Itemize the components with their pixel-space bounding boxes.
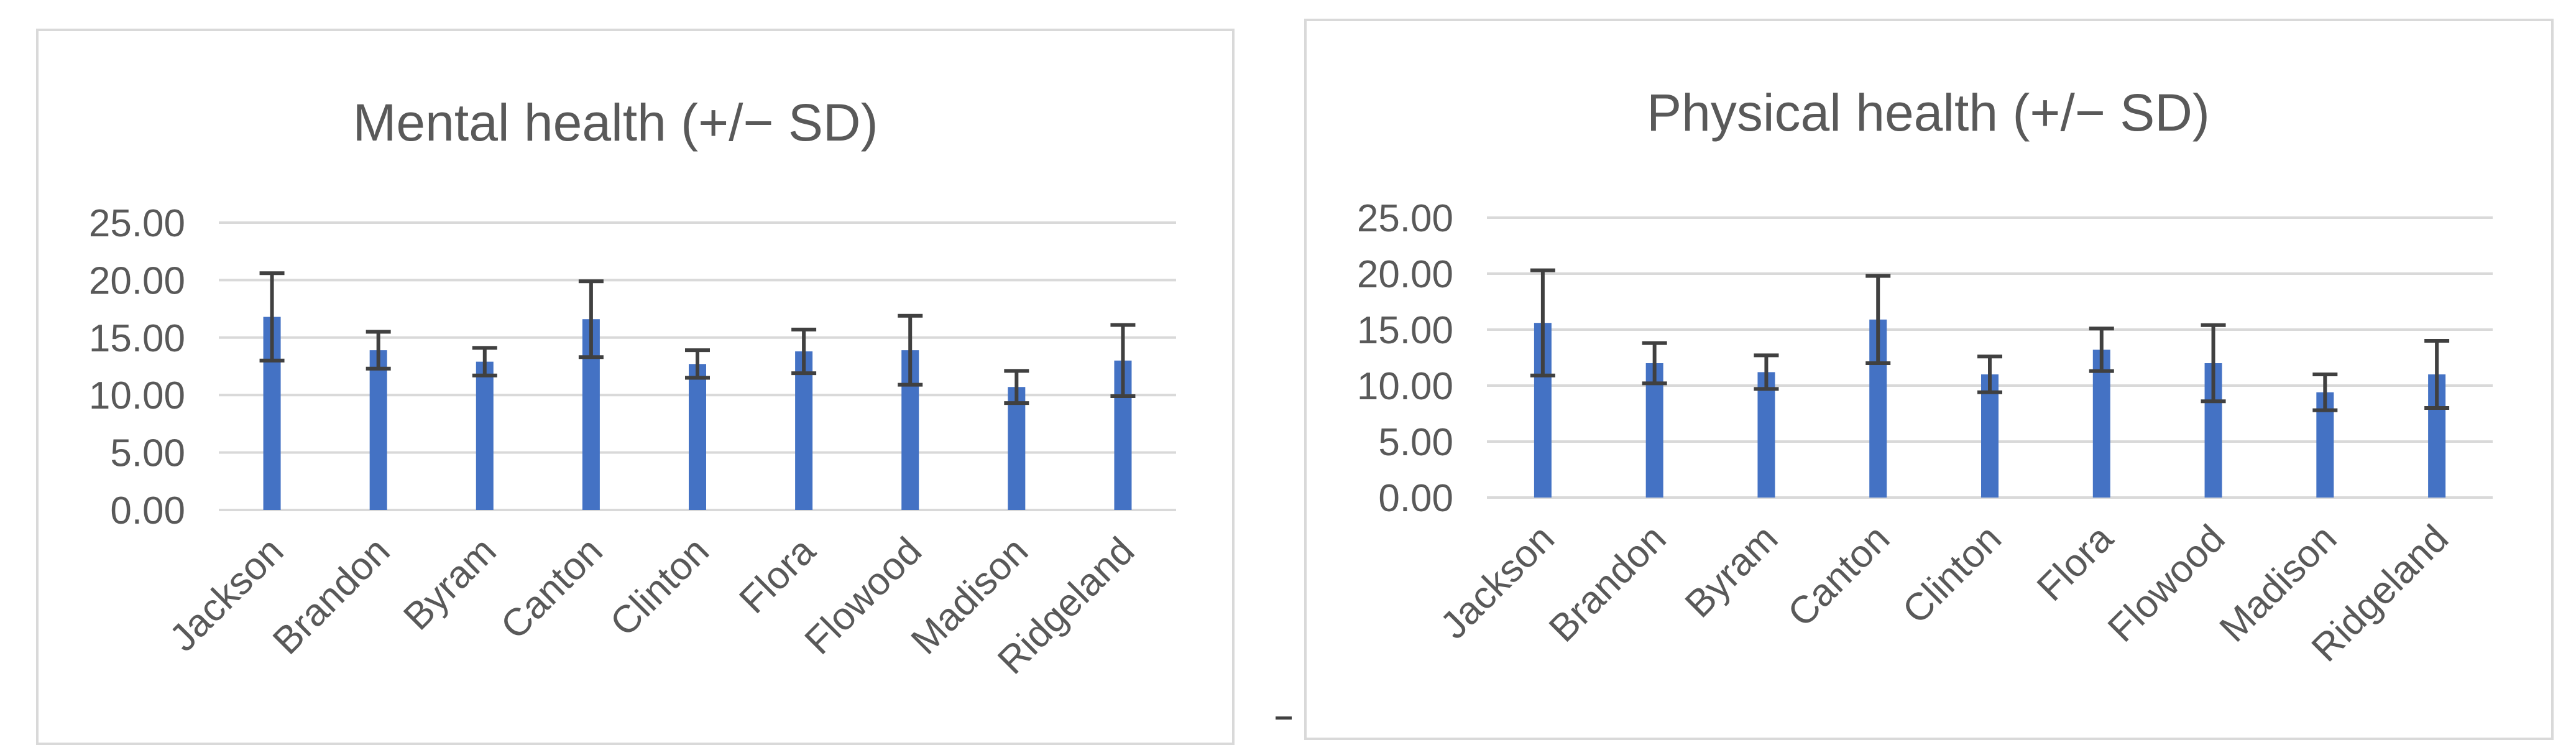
x-tick-label: Brandon xyxy=(265,529,398,663)
y-tick-label: 10.00 xyxy=(89,374,185,417)
y-tick-label: 5.00 xyxy=(1378,421,1453,464)
y-tick-label: 5.00 xyxy=(110,432,185,475)
x-tick-label: Flora xyxy=(731,529,824,622)
y-tick-label: 15.00 xyxy=(89,317,185,360)
bar xyxy=(1008,387,1026,510)
stray-dash-mark xyxy=(1276,716,1292,720)
mental-health-chart-panel: Mental health (+/− SD) 0.00 5.00 10.00 15.0… xyxy=(36,29,1235,745)
physical-health-chart-panel: Physical health (+/− SD) 0.00 5.00 10.00 15… xyxy=(1304,19,2554,740)
x-tick-label: Flowood xyxy=(2100,517,2233,651)
mental-health-chart: Mental health (+/− SD) 0.00 5.00 10.00 15.0… xyxy=(89,93,1176,682)
y-tick-label: 10.00 xyxy=(1357,365,1453,408)
x-tick-label: Byram xyxy=(1677,517,1786,626)
bar xyxy=(1645,363,1663,498)
x-tick-label: Clinton xyxy=(1895,517,2010,632)
y-tick-label: 0.00 xyxy=(110,489,185,532)
bar xyxy=(2092,350,2110,498)
bar xyxy=(476,361,494,510)
chart-title: Mental health (+/− SD) xyxy=(352,93,878,152)
x-tick-label: Canton xyxy=(493,529,611,647)
bar xyxy=(1757,372,1775,498)
bar xyxy=(689,364,706,510)
y-tick-label: 20.00 xyxy=(89,259,185,302)
bar xyxy=(795,351,813,510)
physical-health-chart: Physical health (+/− SD) 0.00 5.00 10.00 15… xyxy=(1357,83,2493,670)
bar xyxy=(369,350,387,510)
x-tick-label: Brandon xyxy=(1541,517,1675,651)
y-tick-label: 0.00 xyxy=(1378,477,1453,520)
x-tick-label: Jackson xyxy=(1432,517,1563,647)
x-tick-label: Flowood xyxy=(797,529,931,663)
bar xyxy=(1981,374,1999,498)
x-tick-label: Flora xyxy=(2029,517,2122,609)
x-tick-label: Canton xyxy=(1780,517,1898,635)
y-tick-label: 15.00 xyxy=(1357,309,1453,352)
y-tick-label: 25.00 xyxy=(1357,197,1453,240)
x-tick-label: Clinton xyxy=(602,529,717,644)
y-tick-label: 25.00 xyxy=(89,202,185,245)
x-tick-label: Byram xyxy=(395,529,504,638)
chart-title: Physical health (+/− SD) xyxy=(1647,83,2210,142)
y-tick-label: 20.00 xyxy=(1357,253,1453,296)
